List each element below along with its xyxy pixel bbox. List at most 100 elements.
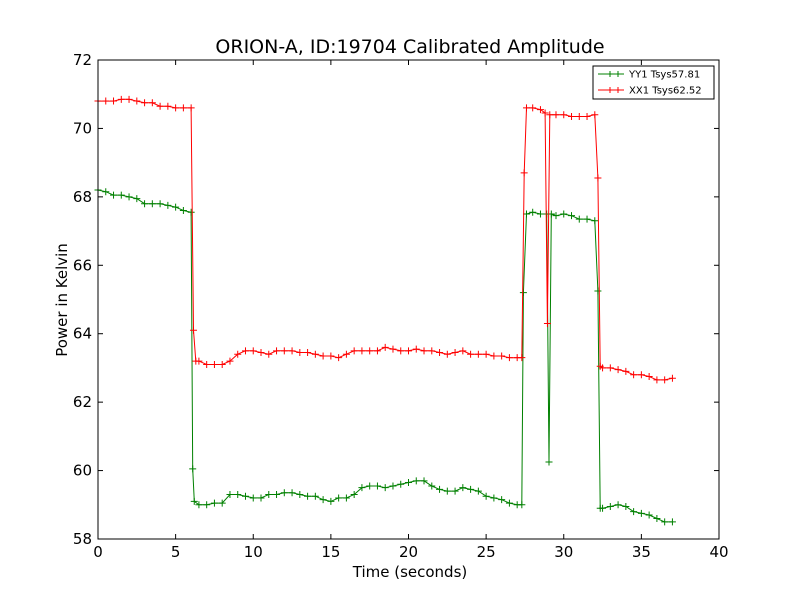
y-tick-label: 68 bbox=[73, 188, 92, 206]
data-point-yy1 bbox=[304, 492, 312, 500]
data-point-xx1 bbox=[568, 112, 576, 120]
plot-frame bbox=[97, 59, 720, 540]
data-point-yy1 bbox=[451, 487, 459, 495]
data-point-xx1 bbox=[474, 350, 482, 358]
x-tick-label: 10 bbox=[244, 543, 263, 561]
data-point-xx1 bbox=[467, 350, 475, 358]
data-point-yy1 bbox=[265, 491, 273, 499]
data-point-xx1 bbox=[518, 354, 526, 362]
data-point-yy1 bbox=[498, 496, 506, 504]
data-point-xx1 bbox=[296, 349, 304, 357]
data-point-yy1 bbox=[599, 504, 607, 512]
data-point-xx1 bbox=[668, 374, 676, 382]
data-point-xx1 bbox=[536, 106, 544, 114]
y-tick-label: 60 bbox=[73, 462, 92, 480]
data-point-xx1 bbox=[265, 350, 273, 358]
data-point-xx1 bbox=[280, 347, 288, 355]
data-point-yy1 bbox=[373, 482, 381, 490]
data-point-xx1 bbox=[575, 112, 583, 120]
data-point-xx1 bbox=[117, 95, 125, 103]
y-tick-label: 64 bbox=[73, 325, 92, 343]
data-point-yy1 bbox=[366, 482, 374, 490]
data-point-yy1 bbox=[545, 458, 553, 466]
x-axis-label: Time (seconds) bbox=[352, 563, 468, 581]
data-point-xx1 bbox=[381, 343, 389, 351]
data-point-yy1 bbox=[335, 494, 343, 502]
data-point-xx1 bbox=[637, 371, 645, 379]
data-point-yy1 bbox=[187, 208, 195, 216]
data-point-xx1 bbox=[133, 97, 141, 105]
data-point-yy1 bbox=[249, 494, 257, 502]
data-point-xx1 bbox=[342, 350, 350, 358]
data-point-xx1 bbox=[614, 366, 622, 374]
data-point-yy1 bbox=[560, 210, 568, 218]
data-point-xx1 bbox=[148, 99, 156, 107]
y-tick-label: 70 bbox=[73, 119, 92, 137]
data-point-xx1 bbox=[319, 352, 327, 360]
data-point-yy1 bbox=[117, 191, 125, 199]
data-point-yy1 bbox=[653, 514, 661, 522]
data-point-yy1 bbox=[241, 492, 249, 500]
data-point-xx1 bbox=[520, 169, 528, 177]
data-point-yy1 bbox=[645, 511, 653, 519]
data-point-xx1 bbox=[482, 350, 490, 358]
x-tick-label: 25 bbox=[477, 543, 496, 561]
y-tick-label: 66 bbox=[73, 256, 92, 274]
data-point-yy1 bbox=[552, 212, 560, 220]
data-point-yy1 bbox=[529, 208, 537, 216]
data-point-yy1 bbox=[226, 491, 234, 499]
data-point-xx1 bbox=[203, 361, 211, 369]
data-point-yy1 bbox=[630, 508, 638, 516]
data-point-xx1 bbox=[645, 372, 653, 380]
data-point-yy1 bbox=[412, 477, 420, 485]
data-point-xx1 bbox=[653, 376, 661, 384]
y-axis-label: Power in Kelvin bbox=[53, 243, 71, 357]
data-point-xx1 bbox=[241, 347, 249, 355]
data-point-yy1 bbox=[459, 484, 467, 492]
legend-label-xx1: XX1 Tsys62.52 bbox=[629, 86, 702, 97]
data-point-yy1 bbox=[474, 487, 482, 495]
data-point-yy1 bbox=[519, 289, 527, 297]
data-point-yy1 bbox=[311, 492, 319, 500]
data-point-xx1 bbox=[541, 109, 549, 117]
data-point-xx1 bbox=[350, 347, 358, 355]
data-point-xx1 bbox=[218, 361, 226, 369]
data-point-xx1 bbox=[110, 97, 118, 105]
x-tick-label: 20 bbox=[399, 543, 418, 561]
data-point-yy1 bbox=[622, 502, 630, 510]
data-point-xx1 bbox=[249, 347, 257, 355]
data-point-yy1 bbox=[350, 491, 358, 499]
data-point-xx1 bbox=[172, 104, 180, 112]
data-point-xx1 bbox=[164, 102, 172, 110]
data-point-yy1 bbox=[505, 499, 513, 507]
data-point-xx1 bbox=[156, 102, 164, 110]
data-point-xx1 bbox=[412, 345, 420, 353]
x-tick-label: 30 bbox=[554, 543, 573, 561]
data-point-xx1 bbox=[420, 347, 428, 355]
legend-entry-xx1: XX1 Tsys62.52 bbox=[598, 86, 702, 97]
data-point-yy1 bbox=[420, 477, 428, 485]
plot-area bbox=[94, 95, 676, 526]
data-point-yy1 bbox=[661, 518, 669, 526]
data-point-xx1 bbox=[459, 347, 467, 355]
data-point-xx1 bbox=[560, 111, 568, 119]
data-point-xx1 bbox=[630, 371, 638, 379]
data-point-yy1 bbox=[296, 491, 304, 499]
data-point-xx1 bbox=[311, 350, 319, 358]
data-point-yy1 bbox=[148, 200, 156, 208]
data-point-yy1 bbox=[156, 200, 164, 208]
data-point-yy1 bbox=[218, 499, 226, 507]
data-point-xx1 bbox=[187, 104, 195, 112]
y-tick-label: 72 bbox=[73, 51, 92, 69]
data-point-yy1 bbox=[141, 200, 149, 208]
data-point-xx1 bbox=[273, 347, 281, 355]
data-point-yy1 bbox=[606, 502, 614, 510]
data-point-yy1 bbox=[518, 501, 526, 509]
data-point-xx1 bbox=[583, 112, 591, 120]
data-point-yy1 bbox=[257, 494, 265, 502]
data-point-xx1 bbox=[141, 99, 149, 107]
data-point-xx1 bbox=[594, 174, 602, 182]
data-point-xx1 bbox=[405, 347, 412, 355]
data-point-xx1 bbox=[234, 350, 242, 358]
